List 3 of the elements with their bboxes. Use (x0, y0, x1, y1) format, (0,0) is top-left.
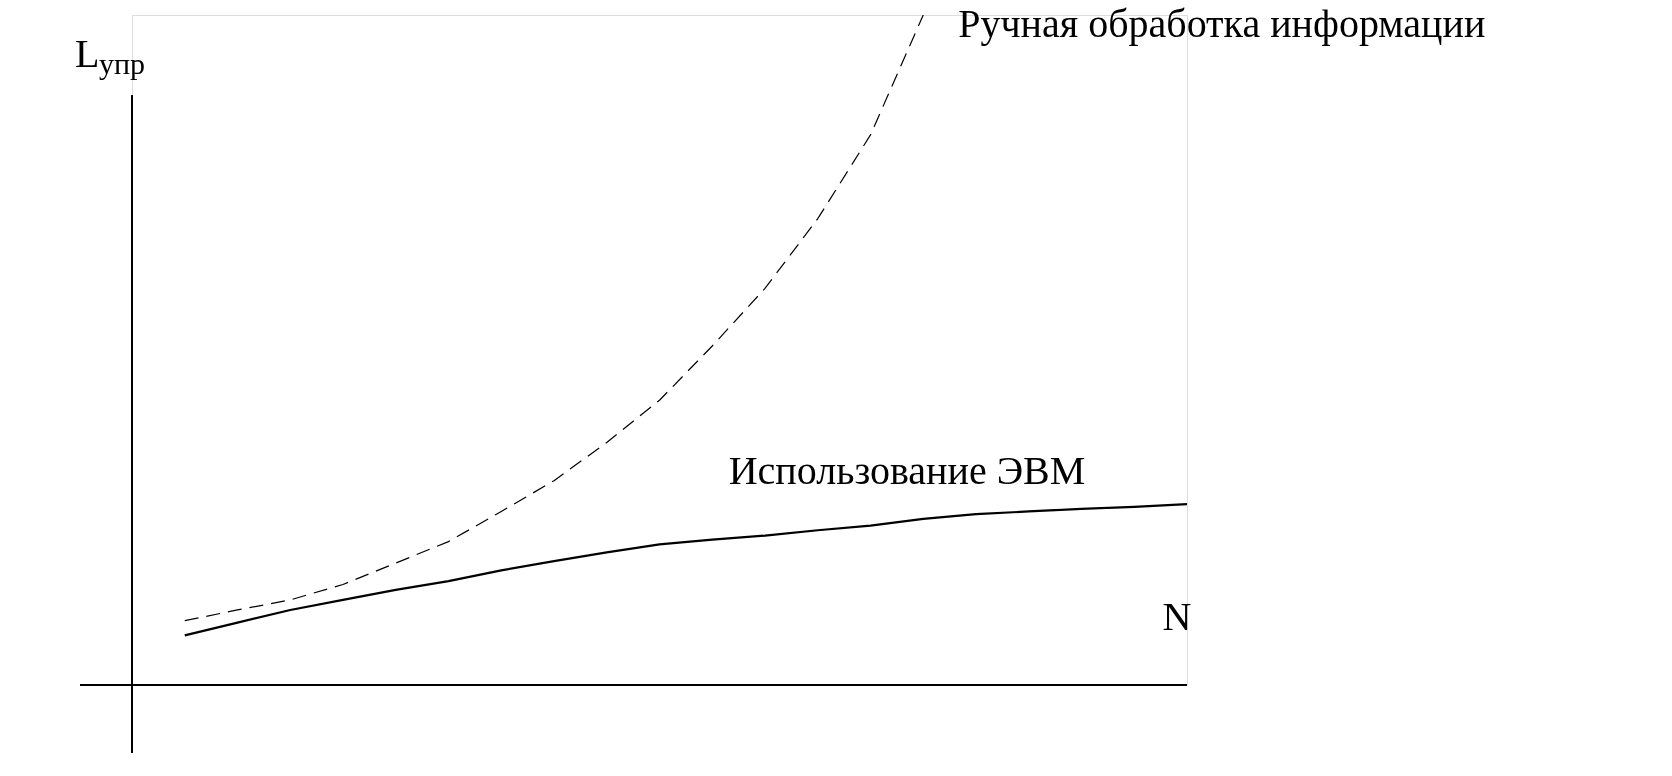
x-axis-title: N (1162, 594, 1192, 639)
series-label: Использование ЭВМ (728, 448, 1086, 494)
series-label: Ручная обработка информации (958, 1, 1486, 46)
